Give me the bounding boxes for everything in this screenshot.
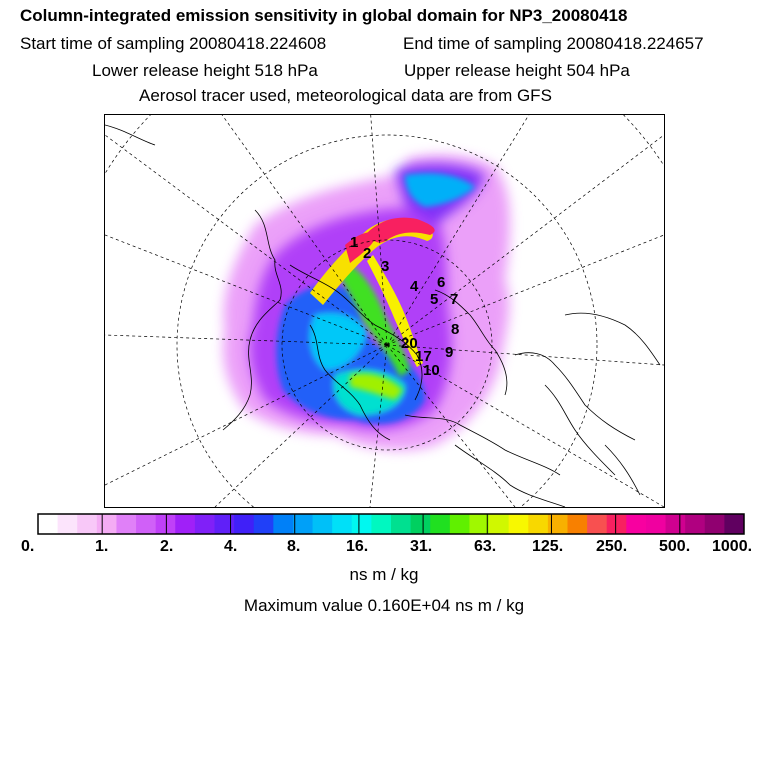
- colorbar-tick: 1000.: [712, 538, 753, 555]
- colorbar-swatch: [449, 514, 470, 534]
- trajectory-labels: 1 2 3 4 5 6 7 8 9 20 17 10: [350, 234, 459, 379]
- colorbar-tick: 8.: [287, 538, 301, 555]
- plume-green: [333, 260, 410, 400]
- colorbar-swatch: [194, 514, 215, 534]
- lower-release-text: Lower release height 518 hPa: [92, 61, 318, 80]
- colorbar-swatch: [292, 514, 314, 534]
- colorbar-swatch: [704, 514, 725, 534]
- colorbar-tick: 1.: [95, 538, 109, 555]
- colorbar-tick: 31.: [410, 538, 433, 555]
- trajectory-label: 20: [401, 335, 418, 352]
- colorbar-swatch: [77, 514, 98, 534]
- colorbar-swatch: [96, 514, 117, 534]
- trajectory-label: 6: [437, 274, 445, 291]
- map-title: Column-integrated emission sensitivity i…: [20, 6, 628, 25]
- colorbar-swatch: [273, 514, 294, 534]
- colorbar-swatch: [567, 514, 588, 534]
- colorbar-swatch: [489, 514, 510, 534]
- colorbar-swatch: [332, 514, 353, 534]
- colorbar-swatch: [547, 514, 568, 534]
- colorbar-swatch: [351, 514, 372, 534]
- trajectory-label: 8: [451, 321, 459, 338]
- color-scale-bar: [37, 513, 745, 535]
- trajectory-label: 4: [410, 278, 419, 295]
- sensitivity-map: 1 2 3 4 5 6 7 8 9 20 17 10: [104, 114, 665, 508]
- trajectory-label: 7: [450, 291, 458, 308]
- colorbar-swatch: [410, 514, 431, 534]
- colorbar-swatch: [234, 514, 255, 534]
- colorbar-swatch: [469, 514, 490, 534]
- plume-high: [310, 217, 435, 367]
- colorbar-swatch: [508, 514, 529, 534]
- trajectory-label: 1: [350, 234, 358, 251]
- colorbar-swatch: [685, 514, 706, 534]
- colorbar-swatch: [214, 514, 235, 534]
- colorbar-tick: 125.: [532, 538, 564, 555]
- colorbar-swatch: [626, 514, 647, 534]
- trajectory-label: 3: [381, 258, 389, 275]
- colorbar-swatch: [57, 514, 78, 534]
- colorbar-unit: ns m / kg: [349, 565, 419, 584]
- colorbar-swatch: [175, 514, 196, 534]
- coastlines: [105, 124, 661, 507]
- upper-release-text: Upper release height 504 hPa: [404, 61, 630, 80]
- colorbar-tick: 4.: [224, 538, 238, 555]
- colorbar-swatch: [724, 514, 745, 534]
- sampling-start-text: Start time of sampling 20080418.224608: [20, 34, 327, 53]
- colorbar-tick: 250.: [596, 538, 628, 555]
- colorbar-swatch: [38, 514, 59, 534]
- tracer-info-text: Aerosol tracer used, meteorological data…: [139, 86, 552, 105]
- colorbar-swatch: [136, 514, 157, 534]
- colorbar-swatch: [606, 514, 627, 534]
- colorbar-swatch: [116, 514, 137, 534]
- trajectory-label: 9: [445, 344, 453, 361]
- colorbar-swatch: [528, 514, 549, 534]
- colorbar-swatch: [665, 514, 686, 534]
- max-value-text: Maximum value 0.160E+04 ns m / kg: [243, 596, 525, 615]
- colorbar-swatch: [430, 514, 451, 534]
- trajectory-label: 17: [415, 348, 432, 365]
- trajectory-label: 2: [363, 245, 371, 262]
- colorbar-tick: 2.: [160, 538, 174, 555]
- map-canvas: 1 2 3 4 5 6 7 8 9 20 17 10: [105, 115, 664, 507]
- colorbar-swatch: [587, 514, 608, 534]
- colorbar-swatch: [645, 514, 667, 534]
- colorbar-tick: 0.: [21, 538, 35, 555]
- sampling-end-text: End time of sampling 20080418.224657: [403, 34, 704, 53]
- colorbar-swatch: [371, 514, 392, 534]
- colorbar-swatch: [391, 514, 412, 534]
- colorbar-border: [37, 513, 745, 535]
- colorbar-tick: 63.: [474, 538, 497, 555]
- graticule: [105, 115, 664, 507]
- colorbar-swatch: [312, 514, 333, 534]
- colorbar-swatch: [155, 514, 176, 534]
- trajectory-label: 10: [423, 362, 440, 379]
- colorbar-tick: 16.: [346, 538, 369, 555]
- colorbar-tick: 500.: [659, 538, 691, 555]
- trajectory-label: 5: [430, 291, 438, 308]
- colorbar-swatch: [253, 514, 274, 534]
